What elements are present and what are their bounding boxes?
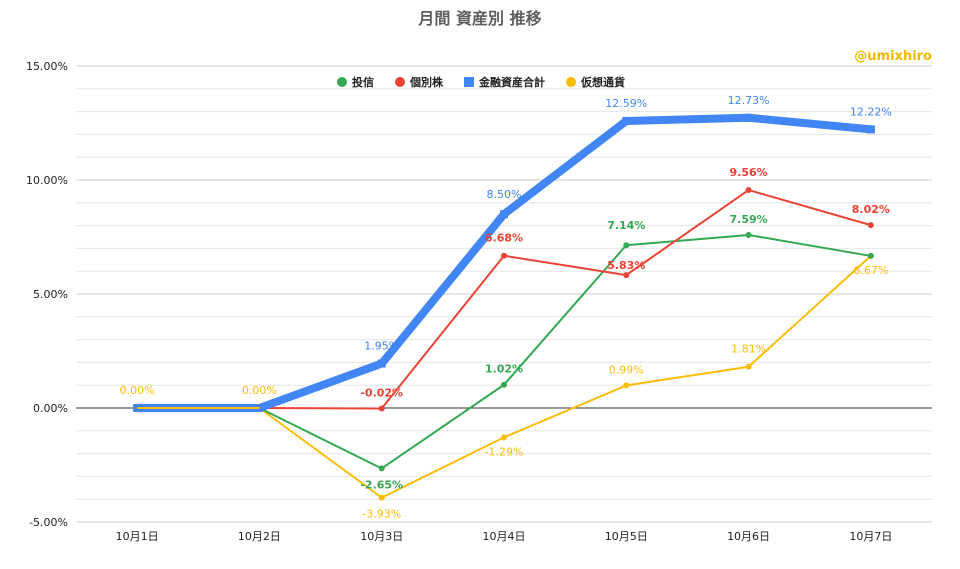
data-label: 6.68% xyxy=(485,232,523,245)
data-label: 9.56% xyxy=(729,166,767,179)
y-tick-label: 15.00% xyxy=(26,60,68,73)
data-point xyxy=(501,252,507,259)
watermark-text: @umixhiro xyxy=(854,49,932,64)
x-tick-label: 10月2日 xyxy=(238,530,281,543)
legend: 投信 個別株 金融資産合計 仮想通貨 xyxy=(337,75,625,89)
data-point xyxy=(378,494,385,501)
data-label: 1.95% xyxy=(364,340,399,353)
data-label: 0.99% xyxy=(609,363,644,376)
data-point xyxy=(255,404,264,412)
data-point xyxy=(622,116,631,125)
data-label: -1.29% xyxy=(485,445,524,458)
legend-item: 投信 xyxy=(337,75,374,89)
data-label: 0.00% xyxy=(242,384,277,397)
x-tick-label: 10月1日 xyxy=(116,530,159,543)
x-tick-label: 10月6日 xyxy=(727,530,770,543)
data-label: 7.14% xyxy=(607,219,645,232)
legend-item: 金融資産合計 xyxy=(464,75,545,89)
data-point xyxy=(378,405,385,412)
data-point xyxy=(745,187,752,194)
legend-item: 個別株 xyxy=(395,75,444,89)
data-point xyxy=(867,222,874,229)
data-label: 8.02% xyxy=(852,203,890,216)
data-label: 6.67% xyxy=(853,264,888,277)
data-label: 12.22% xyxy=(850,105,892,118)
data-label: 12.59% xyxy=(605,97,647,110)
x-tick-label: 10月7日 xyxy=(849,530,892,543)
data-label: 1.02% xyxy=(485,363,523,376)
legend-swatch xyxy=(464,77,474,87)
y-tick-label: 5.00% xyxy=(33,288,68,301)
data-label: 8.50% xyxy=(487,188,522,201)
legend-swatch xyxy=(337,77,347,87)
legend-label: 金融資産合計 xyxy=(478,75,545,89)
y-tick-label: 10.00% xyxy=(26,174,68,187)
legend-swatch xyxy=(395,77,405,87)
data-point xyxy=(377,359,386,368)
data-point xyxy=(623,242,630,249)
data-point xyxy=(744,113,753,122)
y-tick-label: 0.00% xyxy=(33,402,68,415)
data-label: 12.73% xyxy=(728,94,770,107)
data-label: -3.93% xyxy=(362,508,401,521)
data-point xyxy=(623,272,630,279)
legend-label: 投信 xyxy=(352,75,374,89)
data-label: 1.81% xyxy=(731,343,766,356)
x-tick-label: 10月4日 xyxy=(483,530,526,543)
data-point xyxy=(501,434,507,441)
legend-label: 仮想通貨 xyxy=(580,75,625,89)
data-label: 7.59% xyxy=(729,213,767,226)
data-point xyxy=(378,465,385,472)
data-label: -0.02% xyxy=(360,386,403,399)
axis-layer: -5.00% 0.00% 5.00% 10.00% 15.00% 10月1日 10月2日 10… xyxy=(26,60,932,543)
series-layer xyxy=(133,113,875,501)
data-label: -2.65% xyxy=(360,478,403,491)
data-point xyxy=(866,125,875,134)
data-point xyxy=(745,231,752,238)
data-point xyxy=(623,382,630,389)
data-label-layer: -2.65% 1.02% 7.14% 7.59% -0.02% 6.68% 5.83% 9.5… xyxy=(120,94,892,521)
data-point xyxy=(745,363,752,370)
y-tick-label: -5.00% xyxy=(29,516,68,529)
data-point xyxy=(500,210,508,219)
data-label: 0.00% xyxy=(120,384,155,397)
legend-label: 個別株 xyxy=(409,75,444,89)
data-point xyxy=(867,252,874,259)
chart-title: 月間 資産別 推移 xyxy=(417,9,541,28)
legend-item: 仮想通貨 xyxy=(566,75,625,89)
x-tick-label: 10月3日 xyxy=(360,530,403,543)
data-label: 5.83% xyxy=(607,259,645,272)
legend-swatch xyxy=(566,77,576,87)
x-tick-label: 10月5日 xyxy=(605,530,648,543)
series-line-仮想通貨 xyxy=(137,255,872,499)
data-point xyxy=(501,381,507,388)
